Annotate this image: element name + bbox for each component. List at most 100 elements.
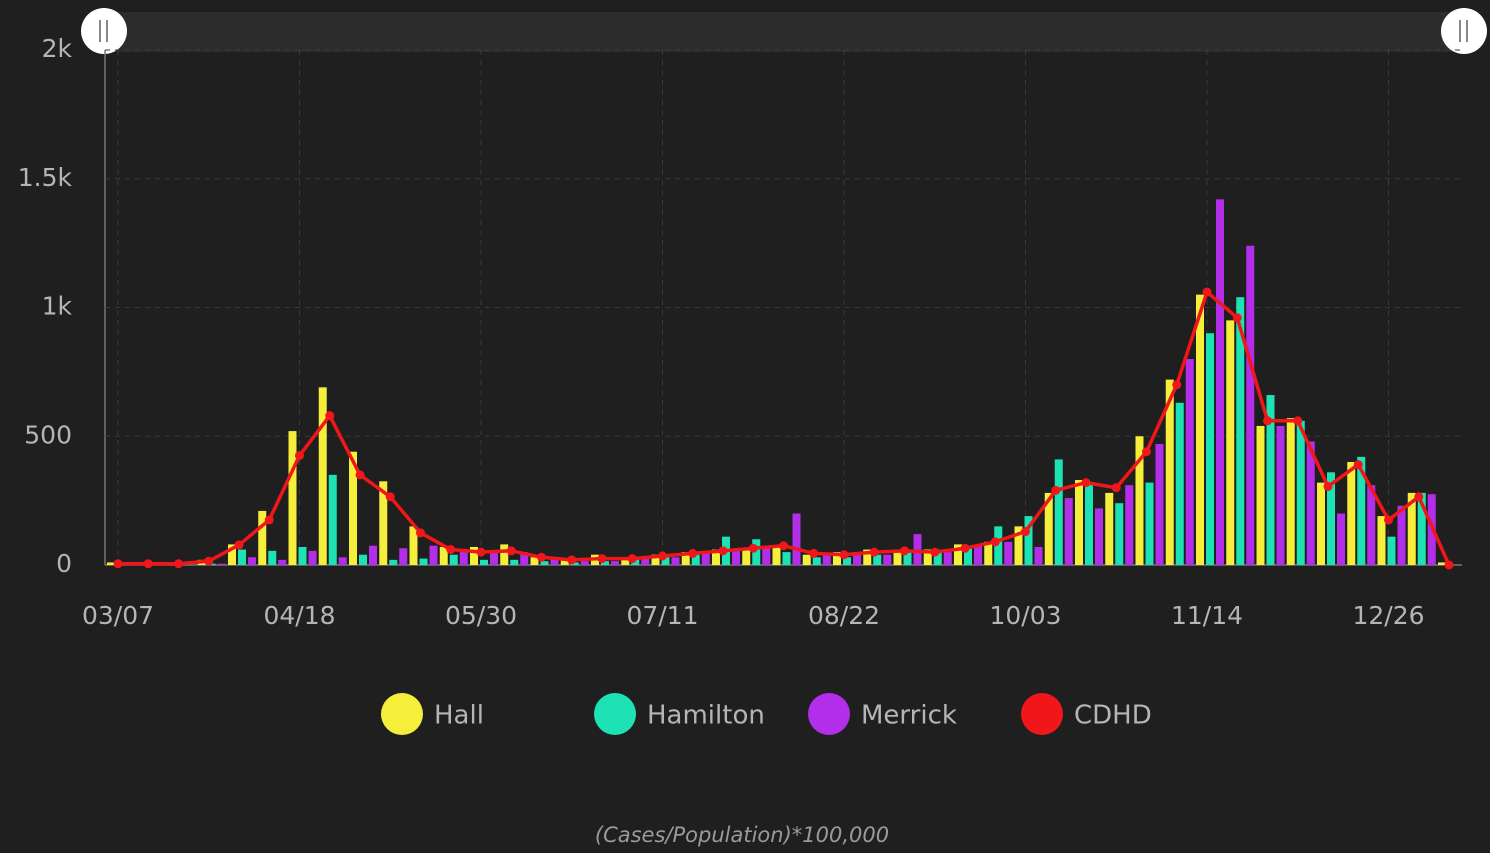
bar — [1377, 516, 1386, 565]
bar — [762, 546, 771, 565]
bar — [984, 541, 993, 565]
bar — [611, 561, 619, 565]
bar — [1125, 485, 1134, 565]
bar — [1115, 503, 1124, 565]
bar — [480, 559, 488, 565]
bar — [1276, 425, 1285, 565]
line-point — [1323, 481, 1333, 491]
bar — [1196, 294, 1204, 565]
bar — [1387, 536, 1396, 565]
bar — [1337, 513, 1345, 565]
x-tick-label: 07/11 — [626, 601, 698, 630]
line-point — [1111, 483, 1121, 493]
bar — [389, 559, 398, 565]
line-point — [1444, 560, 1454, 570]
line-point — [688, 548, 698, 558]
bar — [822, 554, 831, 565]
bar — [349, 451, 357, 565]
x-tick-label: 10/03 — [989, 601, 1061, 630]
line-point — [355, 470, 365, 480]
line-point — [1384, 515, 1393, 525]
line-point — [718, 546, 728, 556]
bar — [359, 554, 367, 565]
bar — [812, 557, 821, 565]
bar — [238, 549, 246, 565]
bar — [1004, 541, 1013, 565]
bar — [1317, 482, 1325, 565]
bar — [802, 554, 811, 565]
bar — [1438, 562, 1446, 565]
line-point — [567, 555, 577, 565]
line-point — [1293, 416, 1303, 426]
slider-handle-right[interactable] — [1441, 8, 1487, 54]
bar — [278, 559, 287, 565]
line-point — [839, 550, 849, 560]
bar — [933, 549, 942, 565]
bar — [712, 549, 720, 565]
bar — [399, 548, 408, 565]
line-point — [990, 537, 1000, 547]
line-point — [1202, 287, 1212, 297]
bar — [449, 554, 458, 565]
range-slider[interactable] — [104, 12, 1464, 52]
line-point — [416, 528, 425, 538]
line-point — [930, 547, 940, 557]
bar — [1085, 482, 1093, 565]
line-point — [809, 548, 819, 558]
slider-handle-left[interactable] — [81, 8, 127, 54]
bar — [217, 563, 226, 565]
bar — [419, 558, 428, 565]
bar — [772, 546, 781, 565]
bar — [248, 557, 256, 565]
bar — [913, 534, 922, 565]
line-point — [658, 551, 667, 561]
bar — [701, 552, 710, 565]
bar — [500, 544, 509, 565]
x-tick-label: 03/07 — [82, 601, 154, 630]
bar — [1216, 199, 1224, 565]
bar — [570, 562, 579, 565]
bar — [974, 544, 982, 565]
bar — [923, 549, 932, 565]
bar — [268, 550, 277, 565]
bar — [1135, 436, 1144, 565]
bar — [308, 550, 317, 565]
line-point — [779, 541, 788, 551]
x-tick-label: 05/30 — [445, 601, 517, 630]
line-point — [1232, 313, 1242, 323]
line-point — [1353, 460, 1363, 470]
y-tick-label: 2k — [42, 34, 73, 63]
line-point — [476, 547, 486, 557]
bar — [530, 557, 539, 565]
bar — [490, 552, 498, 565]
bar — [964, 546, 972, 565]
line-point — [1263, 416, 1272, 426]
bar — [510, 559, 519, 565]
line-point — [1081, 478, 1091, 488]
line-point — [1142, 447, 1151, 457]
bar — [1014, 526, 1023, 565]
bar — [1407, 492, 1416, 565]
bar — [621, 557, 630, 565]
bar — [661, 557, 670, 565]
bar — [1175, 402, 1184, 565]
line-point — [385, 492, 395, 502]
bar — [1357, 456, 1366, 565]
bar — [1165, 379, 1174, 565]
line-point — [1414, 492, 1424, 502]
legend-marker — [808, 693, 850, 735]
line-point — [113, 559, 123, 569]
bar — [540, 561, 549, 565]
bar — [1075, 480, 1083, 565]
bar — [1206, 333, 1214, 565]
line-point — [1172, 380, 1182, 390]
bar — [429, 545, 438, 565]
bar — [258, 510, 267, 565]
y-tick-label: 500 — [24, 420, 72, 449]
line-point — [748, 543, 758, 553]
legend-label: Hall — [434, 701, 484, 731]
bar — [853, 552, 861, 565]
bar — [228, 544, 236, 565]
bar — [470, 546, 478, 565]
line-point — [506, 546, 516, 556]
